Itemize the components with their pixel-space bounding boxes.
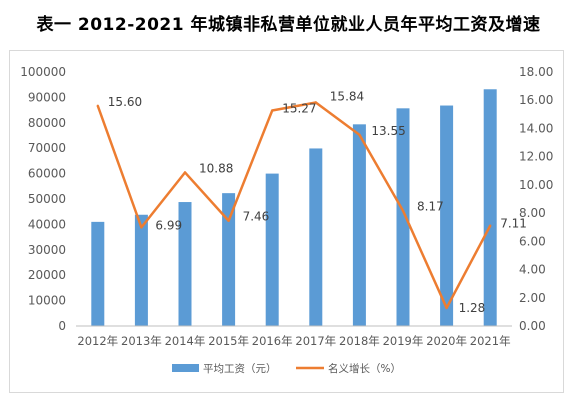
growth-data-label: 15.84 — [330, 89, 364, 103]
x-tick-label: 2017年 — [295, 334, 336, 348]
x-tick-label: 2018年 — [339, 334, 380, 348]
growth-point — [96, 104, 100, 108]
growth-point — [140, 226, 143, 229]
y-right-tick-label: 4.00 — [519, 263, 546, 277]
y-right-tick-label: 18.00 — [519, 65, 553, 79]
legend-label-bar: 平均工资（元） — [203, 363, 277, 375]
y-left-tick-label: 60000 — [28, 167, 66, 181]
y-right-tick-label: 6.00 — [519, 234, 546, 248]
growth-point — [227, 219, 230, 222]
growth-data-label: 1.28 — [459, 301, 486, 315]
y-right-tick-label: 2.00 — [519, 291, 546, 305]
chart-frame — [9, 50, 564, 393]
bar-2016年 — [265, 173, 279, 326]
x-tick-label: 2020年 — [426, 334, 467, 348]
y-left-tick-label: 10000 — [28, 294, 66, 308]
growth-rate-line — [96, 101, 492, 310]
y-left-tick-label: 30000 — [28, 243, 66, 257]
y-left-tick-label: 50000 — [28, 192, 66, 206]
bar-2020年 — [440, 105, 454, 326]
growth-point — [445, 306, 448, 310]
bar-2015年 — [222, 193, 236, 326]
bar-2021年 — [483, 89, 497, 326]
y-right-tick-label: 12.00 — [519, 150, 553, 164]
chart-title: 表一 2012-2021 年城镇非私营单位就业人员年平均工资及增速 — [36, 15, 541, 35]
growth-point — [271, 109, 274, 112]
growth-point — [183, 171, 187, 174]
y-left-tick-label: 0 — [58, 319, 66, 333]
growth-point — [358, 133, 361, 136]
bar-2013年 — [134, 214, 148, 326]
x-tick-label: 2012年 — [77, 334, 118, 348]
y-right-tick-label: 10.00 — [519, 178, 553, 192]
x-tick-label: 2014年 — [165, 334, 206, 348]
growth-data-label: 7.11 — [500, 217, 527, 231]
y-left-tick-label: 70000 — [28, 141, 66, 155]
growth-data-label: 15.27 — [282, 102, 316, 116]
bar-2019年 — [396, 108, 410, 327]
x-tick-label: 2021年 — [470, 334, 511, 348]
growth-point — [401, 209, 405, 212]
x-tick-label: 2019年 — [383, 334, 424, 348]
legend-swatch-bar — [172, 364, 199, 372]
bar-2014年 — [178, 202, 192, 326]
y-left-tick-label: 100000 — [20, 65, 66, 79]
x-tick-label: 2013年 — [121, 334, 162, 348]
growth-data-label: 6.99 — [155, 218, 182, 232]
x-tick-label: 2016年 — [252, 334, 293, 348]
growth-point — [489, 224, 492, 227]
bar-2017年 — [309, 148, 323, 326]
y-left-tick-label: 80000 — [28, 116, 66, 130]
y-right-tick-label: 0.00 — [519, 319, 546, 333]
y-right-tick-label: 14.00 — [519, 121, 553, 135]
bar-2012年 — [91, 221, 105, 326]
growth-data-label: 15.60 — [108, 95, 142, 109]
y-left-tick-label: 20000 — [28, 268, 66, 282]
y-left-tick-label: 40000 — [28, 217, 66, 231]
x-tick-label: 2015年 — [208, 334, 249, 348]
legend-label-line: 名义增长（%） — [328, 362, 401, 375]
y-right-tick-label: 16.00 — [519, 93, 553, 107]
bar-2018年 — [352, 124, 366, 326]
growth-data-label: 8.17 — [417, 200, 444, 214]
y-left-tick-label: 90000 — [28, 90, 66, 104]
y-right-tick-label: 8.00 — [519, 206, 546, 220]
growth-point — [314, 101, 317, 104]
growth-data-label: 7.46 — [243, 210, 270, 224]
growth-data-label: 13.55 — [371, 124, 405, 138]
growth-data-label: 10.88 — [199, 161, 233, 175]
